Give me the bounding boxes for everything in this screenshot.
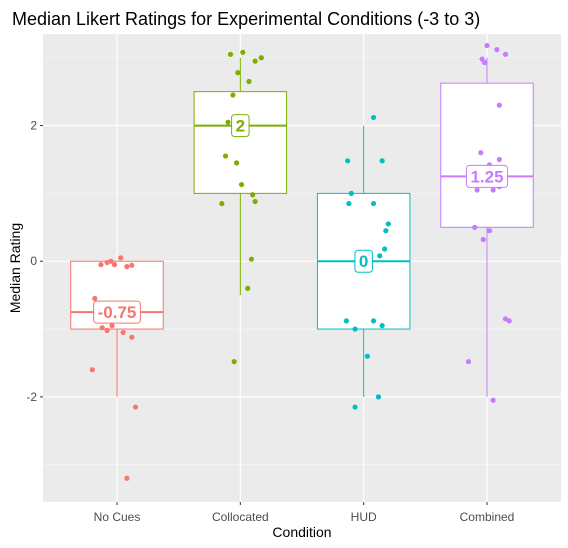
box-rect [440,82,534,228]
data-point [481,59,488,66]
median-label-text: -0.75 [98,303,137,322]
data-point [352,326,358,332]
median-label-text: 0 [359,252,368,271]
data-point [89,367,95,373]
x-axis: No Cues Collocated HUD Combined [94,502,515,524]
median-label-1: 2 [231,114,250,138]
data-point [348,190,354,196]
data-point [231,359,237,365]
data-point [385,221,391,227]
data-point [383,228,389,234]
data-point [92,295,98,302]
data-point [496,156,502,163]
median-labels: -0.75 2 0 1.25 [93,114,509,324]
data-point [248,256,255,262]
median-label-2: 0 [354,249,373,273]
data-point [480,236,486,243]
data-point [124,475,130,481]
x-tick-label: HUD [351,510,377,524]
data-point [486,228,493,234]
y-tick-label: -2 [26,390,37,404]
data-point [238,181,245,188]
data-point [252,58,258,64]
x-axis-title: Condition [272,524,331,540]
data-point [465,359,472,365]
data-point [222,153,229,159]
data-point [490,397,496,403]
data-point [245,285,251,291]
median-label-box [354,249,373,273]
median-label-box [465,164,509,188]
median-label-text: 2 [236,117,245,136]
data-point [375,394,382,400]
data-point [219,200,225,207]
data-point [490,187,496,193]
data-point [104,327,110,333]
box-series [70,57,534,397]
x-tick-label: Collocated [212,510,269,524]
data-point [109,323,115,329]
data-point [132,404,139,410]
median-label-box [231,114,250,138]
data-point [484,42,490,49]
data-point [235,70,241,76]
data-point [364,353,370,359]
median-label-0: -0.75 [93,300,141,324]
y-axis-title: Median Rating [7,223,23,313]
data-point [108,258,114,264]
y-tick-label: 0 [30,254,37,268]
data-point [227,51,234,57]
data-point [478,150,484,156]
data-point [343,318,349,324]
data-point [120,329,126,336]
data-point [379,323,385,329]
data-point [240,49,246,55]
data-point [225,119,231,125]
data-point [382,246,388,252]
data-point [370,200,377,207]
data-point [472,224,478,230]
data-point [494,47,500,53]
data-point [352,404,358,410]
median-label-text: 1.25 [470,167,503,186]
data-point [246,78,252,85]
data-point [370,114,377,121]
data-point [124,264,130,270]
data-point [129,262,135,268]
data-point [230,92,236,98]
chart-title: Median Likert Ratings for Experimental C… [12,9,480,29]
y-tick-label: 2 [30,119,37,133]
box-1 [193,57,288,296]
data-point [379,158,385,164]
data-point [111,262,118,268]
y-axis: -2 0 2 [26,119,43,404]
data-point [345,158,351,164]
data-point [502,51,509,57]
data-point [474,187,480,193]
box-3 [440,57,534,397]
data-point [129,334,135,340]
x-tick-label: Combined [460,510,515,524]
data-point [506,318,512,324]
data-point [346,200,352,207]
data-point [370,318,377,324]
data-point [118,255,124,261]
x-tick-label: No Cues [94,510,141,524]
data-point [234,160,240,166]
box-rect [193,91,288,194]
median-label-3: 1.25 [465,164,509,188]
data-point [496,102,502,108]
data-point [258,55,264,61]
median-label-box [93,300,141,324]
data-point [99,325,105,331]
data-point [98,262,104,268]
data-point [377,253,383,259]
data-point [252,198,258,205]
data-point [250,192,256,198]
